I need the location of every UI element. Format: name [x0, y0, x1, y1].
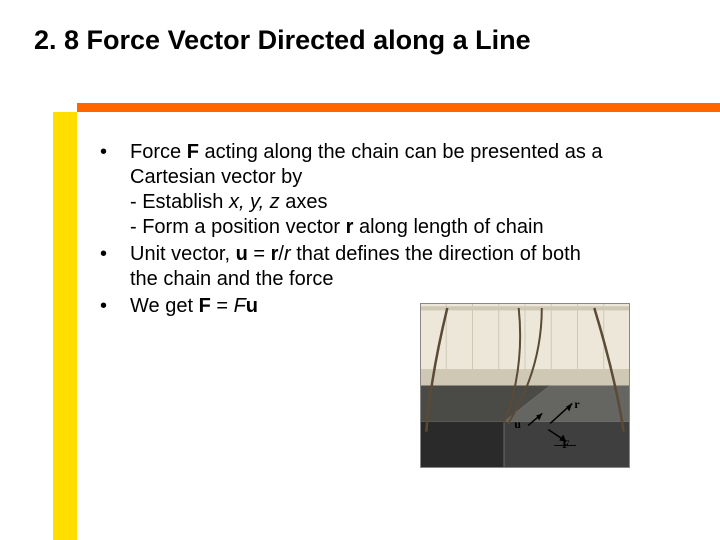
chain-figure: u r F: [420, 303, 630, 468]
figure-label-r: r: [574, 397, 579, 412]
bullet-marker: •: [100, 294, 130, 319]
bullet-text: Force F acting along the chain can be pr…: [130, 140, 670, 240]
chain-figure-svg: [420, 303, 630, 468]
bullet-item: •Force F acting along the chain can be p…: [100, 140, 670, 240]
figure-label-u: u: [514, 417, 521, 432]
figure-label-F: F: [562, 437, 569, 452]
slide: 2. 8 Force Vector Directed along a Line …: [0, 0, 720, 540]
bullet-item: •Unit vector, u = r/r that defines the d…: [100, 242, 670, 292]
bullet-text: Unit vector, u = r/r that defines the di…: [130, 242, 670, 292]
accent-bar-horizontal: [77, 103, 720, 112]
accent-bar-vertical: [53, 112, 77, 540]
page-title: 2. 8 Force Vector Directed along a Line: [34, 25, 531, 56]
bullet-marker: •: [100, 242, 130, 292]
bullet-list: •Force F acting along the chain can be p…: [100, 140, 670, 321]
bullet-marker: •: [100, 140, 130, 240]
